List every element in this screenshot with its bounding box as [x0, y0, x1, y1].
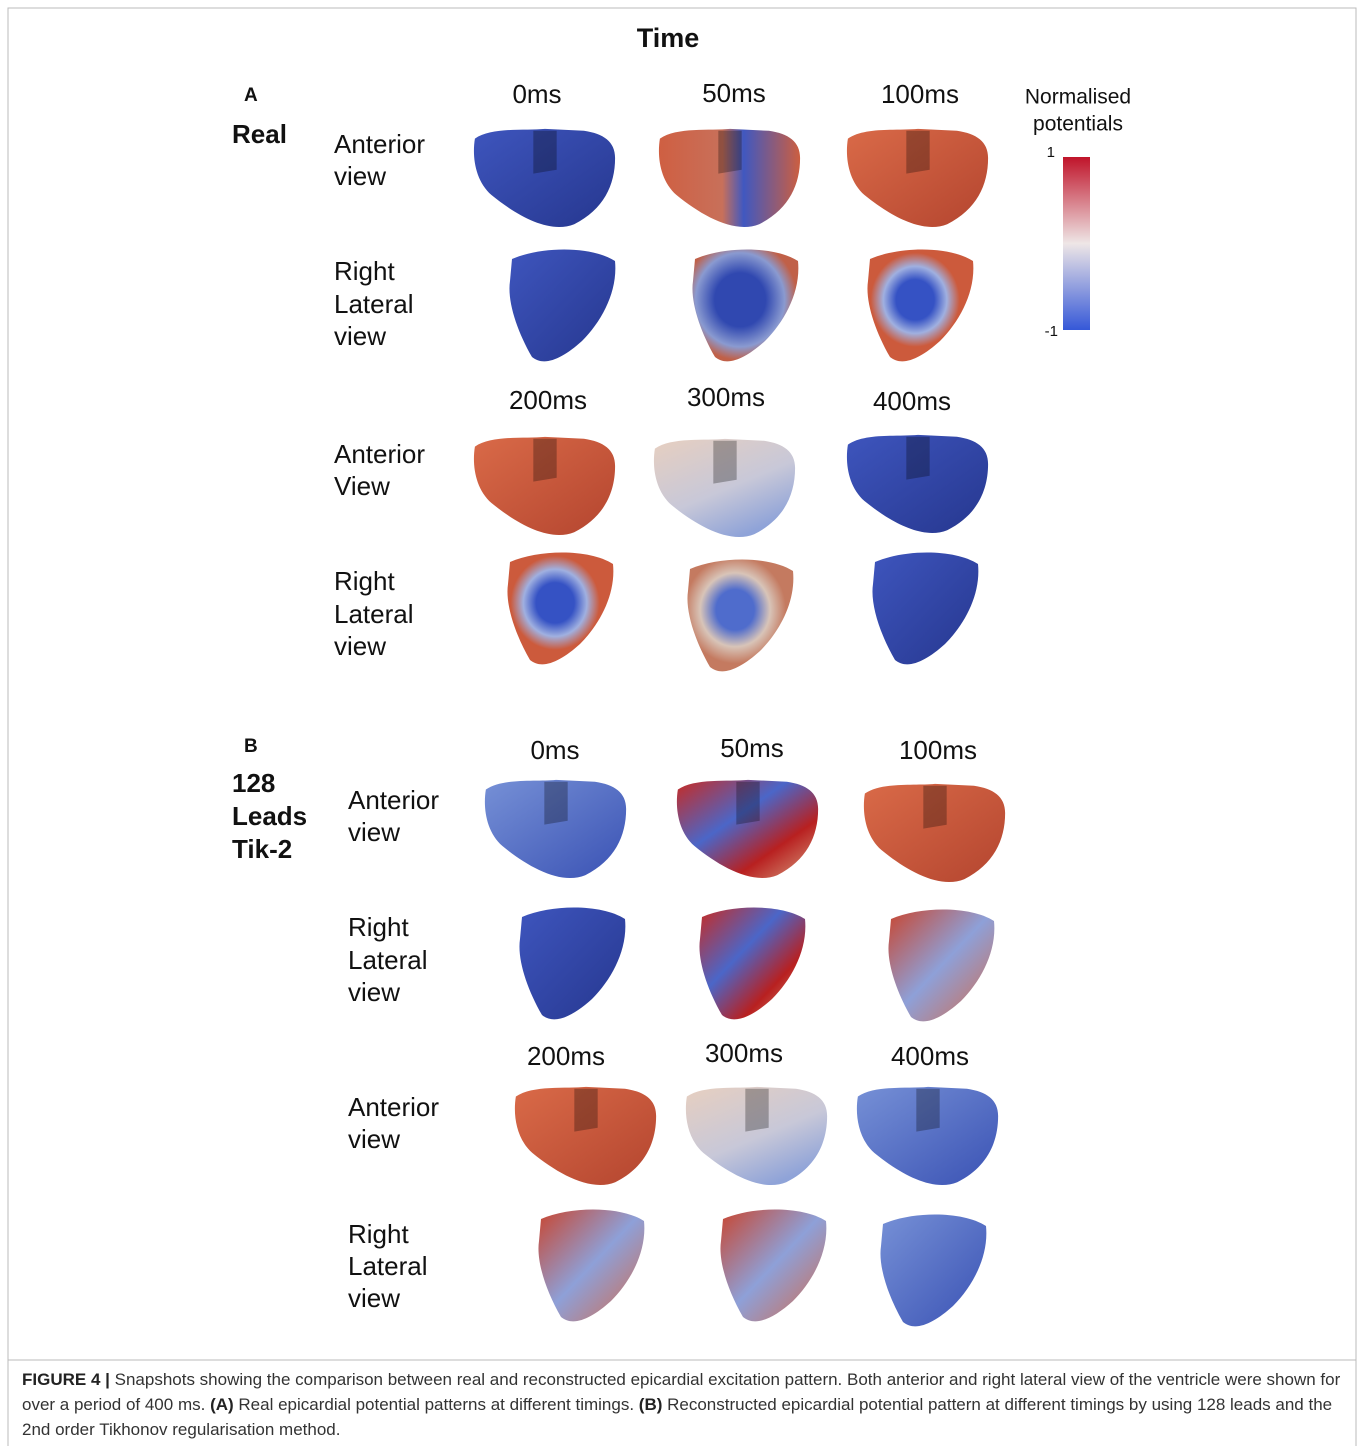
heart-image: [685, 1086, 828, 1186]
heart-image: [867, 249, 974, 362]
heart-image: [538, 1209, 645, 1322]
colorbar-min: -1: [1045, 323, 1058, 340]
caption-b-label: (B): [638, 1395, 663, 1414]
view-label: Lateral: [334, 599, 414, 629]
panel-letter: A: [244, 85, 258, 106]
view-label: view: [348, 1124, 400, 1154]
time-label: 200ms: [527, 1041, 605, 1071]
caption-b-text: Reconstructed epicardial potential patte…: [22, 1395, 1333, 1439]
time-label: 400ms: [873, 386, 951, 416]
heart-image: [720, 1209, 827, 1322]
heart-image: [856, 1086, 999, 1186]
time-label: 50ms: [720, 733, 784, 763]
caption: FIGURE 4 | Snapshots showing the compari…: [22, 1367, 1344, 1442]
view-label: view: [334, 161, 386, 191]
view-label: view: [334, 321, 386, 351]
time-label: 0ms: [530, 735, 579, 765]
time-label: 200ms: [509, 385, 587, 415]
panel-label: 128: [232, 768, 275, 798]
heart-image: [699, 907, 806, 1020]
time-label: 100ms: [881, 79, 959, 109]
view-label: Anterior: [334, 129, 425, 159]
colorbar: [1063, 157, 1090, 330]
colorbar-title: Normalised: [1025, 86, 1131, 109]
heart-image: [863, 783, 1006, 883]
view-label: view: [348, 817, 400, 847]
view-label: Lateral: [348, 945, 428, 975]
caption-a-text: Real epicardial potential patterns at di…: [238, 1395, 635, 1414]
time-label: 400ms: [891, 1041, 969, 1071]
heart-image: [519, 907, 626, 1020]
colorbar-title: potentials: [1033, 113, 1123, 136]
panel-label: Leads: [232, 801, 307, 831]
heart-image: [676, 779, 819, 879]
heart-image: [846, 128, 989, 227]
time-label: 300ms: [705, 1038, 783, 1068]
colorbar-max: 1: [1047, 144, 1055, 161]
view-label: view: [348, 1283, 400, 1313]
panel-label: Tik-2: [232, 834, 292, 864]
view-label: Lateral: [334, 289, 414, 319]
view-label: view: [348, 977, 400, 1007]
heart-image: [507, 552, 614, 665]
time-label: 300ms: [687, 382, 765, 412]
view-label: Anterior: [348, 785, 439, 815]
time-label: 100ms: [899, 735, 977, 765]
heart-image: [509, 249, 616, 362]
heart-image: [514, 1086, 657, 1186]
view-label: View: [334, 471, 390, 501]
view-label: Right: [334, 256, 395, 286]
heart-image: [484, 779, 627, 879]
heart-image: [687, 559, 794, 672]
view-label: Right: [334, 566, 395, 596]
caption-a-label: (A): [210, 1395, 234, 1414]
heart-image: [473, 436, 616, 535]
panel-letter: B: [244, 736, 258, 757]
heart-image: [846, 434, 989, 533]
heart-image: [888, 909, 995, 1022]
caption-label: FIGURE 4 |: [22, 1370, 110, 1389]
heart-image: [880, 1214, 987, 1327]
view-label: view: [334, 631, 386, 661]
time-label: 50ms: [702, 78, 766, 108]
view-label: Anterior: [348, 1092, 439, 1122]
view-label: Right: [348, 912, 409, 942]
heart-image: [658, 128, 801, 227]
time-label: 0ms: [512, 79, 561, 109]
view-label: Anterior: [334, 439, 425, 469]
heart-image: [692, 249, 799, 362]
heart-image: [653, 438, 796, 537]
figure-title: Time: [637, 23, 700, 53]
frame: [7, 7, 1357, 1446]
caption-text: Snapshots showing the comparison between…: [22, 1370, 1341, 1414]
view-label: Lateral: [348, 1251, 428, 1281]
heart-image: [473, 128, 616, 227]
panel-label: Real: [232, 119, 287, 149]
view-label: Right: [348, 1219, 409, 1249]
heart-image: [872, 552, 979, 665]
